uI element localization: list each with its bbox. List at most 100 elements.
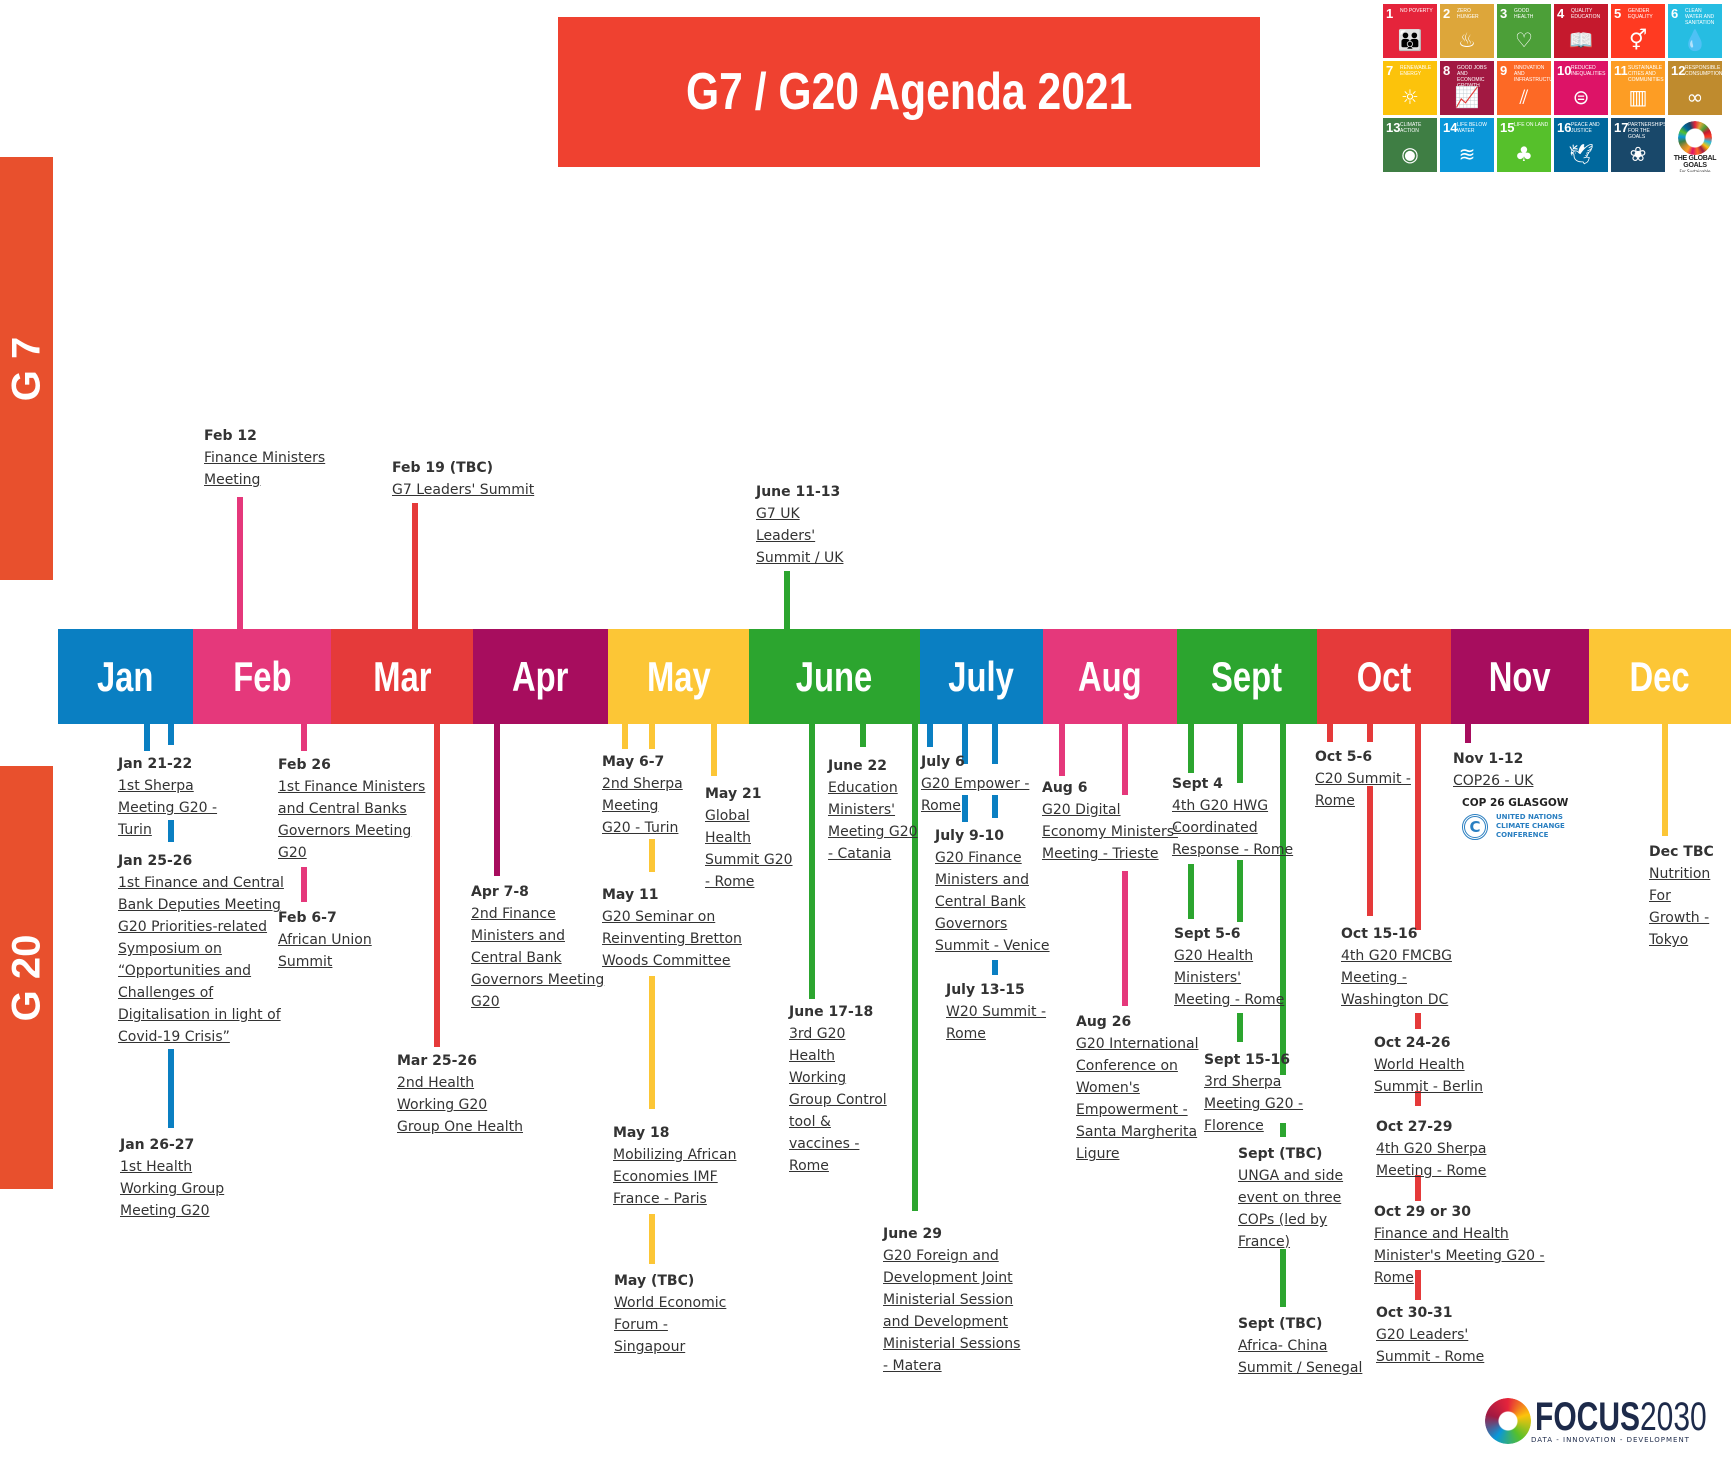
- event-title-link[interactable]: Working G20: [397, 1097, 488, 1113]
- event-title-link[interactable]: Florence: [1204, 1118, 1264, 1134]
- event-title-link[interactable]: Group One Health: [397, 1119, 523, 1135]
- event-title-link[interactable]: Santa Margherita: [1076, 1124, 1198, 1140]
- event-title-link[interactable]: G20 Finance: [935, 850, 1022, 866]
- event-title-link[interactable]: W20 Summit -: [946, 1004, 1047, 1020]
- event-title-link[interactable]: World Health: [1374, 1057, 1465, 1073]
- event-title-link[interactable]: COP26 - UK: [1453, 773, 1534, 789]
- event-title-link[interactable]: 3rd Sherpa: [1204, 1074, 1282, 1090]
- event-title-link[interactable]: Singapour: [614, 1339, 686, 1355]
- event-title-link[interactable]: Meeting G20: [828, 824, 918, 840]
- event-title-link[interactable]: Ministers and: [935, 872, 1029, 888]
- event-title-link[interactable]: Group Control: [789, 1092, 887, 1108]
- event-title-link[interactable]: - Matera: [883, 1358, 942, 1374]
- event-title-link[interactable]: G20: [471, 994, 500, 1010]
- event-title-link[interactable]: 2nd Finance: [471, 906, 556, 922]
- event-title-link[interactable]: Ministers and: [471, 928, 565, 944]
- event-title-link[interactable]: Minister's Meeting G20 -: [1374, 1248, 1545, 1264]
- event-title-link[interactable]: Forum -: [614, 1317, 668, 1333]
- event-title-link[interactable]: Global: [705, 808, 750, 824]
- event-title-link[interactable]: Working: [789, 1070, 847, 1086]
- event-title-link[interactable]: Meeting G20: [120, 1203, 210, 1219]
- event-title-link[interactable]: Summit - Venice: [935, 938, 1050, 954]
- event-title-link[interactable]: Nutrition: [1649, 866, 1711, 882]
- event-title-link[interactable]: Summit - Rome: [1376, 1349, 1485, 1365]
- event-title-link[interactable]: - Catania: [828, 846, 892, 862]
- event-title-link[interactable]: 1st Finance Ministers: [278, 779, 426, 795]
- event-title-link[interactable]: Meeting -: [1341, 970, 1407, 986]
- event-title-link[interactable]: 1st Finance and Central: [118, 875, 284, 891]
- event-title-link[interactable]: Summit - Berlin: [1374, 1079, 1483, 1095]
- event-title-link[interactable]: Rome: [921, 798, 961, 814]
- event-title-link[interactable]: Ministers': [828, 802, 896, 818]
- event-title-link[interactable]: G7 Leaders' Summit: [392, 482, 535, 498]
- event-title-link[interactable]: 1st Health: [120, 1159, 193, 1175]
- event-title-link[interactable]: Economies IMF: [613, 1169, 718, 1185]
- event-title-link[interactable]: Rome: [789, 1158, 829, 1174]
- event-title-link[interactable]: G20 International: [1076, 1036, 1199, 1052]
- event-title-link[interactable]: Leaders': [756, 528, 816, 544]
- event-title-link[interactable]: vaccines -: [789, 1136, 860, 1152]
- event-title-link[interactable]: Growth -: [1649, 910, 1710, 926]
- event-title-link[interactable]: Governors Meeting: [278, 823, 412, 839]
- event-title-link[interactable]: 2nd Health: [397, 1075, 475, 1091]
- event-title-link[interactable]: G7 UK: [756, 506, 800, 522]
- event-title-link[interactable]: Bank Deputies Meeting: [118, 897, 281, 913]
- event-title-link[interactable]: event on three: [1238, 1190, 1342, 1206]
- event-title-link[interactable]: Finance Ministers: [204, 450, 326, 466]
- event-title-link[interactable]: Challenges of: [118, 985, 214, 1001]
- event-title-link[interactable]: - Rome: [705, 874, 755, 890]
- event-title-link[interactable]: 3rd G20: [789, 1026, 846, 1042]
- event-title-link[interactable]: 4th G20 Sherpa: [1376, 1141, 1487, 1157]
- event-title-link[interactable]: Ministers': [1174, 970, 1242, 986]
- event-title-link[interactable]: Development Joint: [883, 1270, 1013, 1286]
- event-title-link[interactable]: Finance and Health: [1374, 1226, 1509, 1242]
- event-title-link[interactable]: Ministerial Session: [883, 1292, 1014, 1308]
- event-title-link[interactable]: and Central Banks: [278, 801, 407, 817]
- event-title-link[interactable]: France - Paris: [613, 1191, 707, 1207]
- event-title-link[interactable]: Women's: [1076, 1080, 1140, 1096]
- event-title-link[interactable]: G20 Foreign and: [883, 1248, 999, 1264]
- event-title-link[interactable]: Ministerial Sessions: [883, 1336, 1021, 1352]
- event-title-link[interactable]: G20 Seminar on: [602, 909, 716, 925]
- event-title-link[interactable]: Central Bank: [935, 894, 1026, 910]
- event-title-link[interactable]: Meeting G20 -: [1204, 1096, 1304, 1112]
- event-title-link[interactable]: G20 - Turin: [602, 820, 679, 836]
- event-title-link[interactable]: Health: [789, 1048, 835, 1064]
- event-title-link[interactable]: France): [1238, 1234, 1291, 1250]
- event-title-link[interactable]: Rome: [1315, 793, 1355, 809]
- event-title-link[interactable]: African Union: [278, 932, 372, 948]
- event-title-link[interactable]: Summit / Senegal: [1238, 1360, 1363, 1376]
- event-title-link[interactable]: Economy Ministers': [1042, 824, 1178, 840]
- event-title-link[interactable]: Symposium on: [118, 941, 222, 957]
- event-title-link[interactable]: “Opportunities and: [118, 963, 252, 979]
- event-title-link[interactable]: Rome: [946, 1026, 986, 1042]
- event-title-link[interactable]: G20 Empower -: [921, 776, 1030, 792]
- event-title-link[interactable]: Africa- China: [1238, 1338, 1328, 1354]
- event-title-link[interactable]: Meeting: [602, 798, 659, 814]
- event-title-link[interactable]: Empowerment -: [1076, 1102, 1188, 1118]
- event-title-link[interactable]: 4th G20 FMCBG: [1341, 948, 1452, 964]
- event-title-link[interactable]: Summit: [278, 954, 333, 970]
- event-title-link[interactable]: G20 Digital: [1042, 802, 1121, 818]
- event-title-link[interactable]: G20 Leaders': [1376, 1327, 1469, 1343]
- event-title-link[interactable]: Meeting: [204, 472, 261, 488]
- event-title-link[interactable]: Washington DC: [1341, 992, 1449, 1008]
- event-title-link[interactable]: Education: [828, 780, 898, 796]
- event-title-link[interactable]: UNGA and side: [1238, 1168, 1344, 1184]
- event-title-link[interactable]: Digitalisation in light of: [118, 1007, 281, 1023]
- event-title-link[interactable]: COPs (led by: [1238, 1212, 1328, 1228]
- event-title-link[interactable]: Ligure: [1076, 1146, 1120, 1162]
- event-title-link[interactable]: Mobilizing African: [613, 1147, 737, 1163]
- event-title-link[interactable]: tool &: [789, 1114, 831, 1130]
- event-title-link[interactable]: 2nd Sherpa: [602, 776, 683, 792]
- event-title-link[interactable]: Turin: [118, 822, 152, 838]
- event-title-link[interactable]: For: [1649, 888, 1671, 904]
- event-title-link[interactable]: C20 Summit -: [1315, 771, 1411, 787]
- event-title-link[interactable]: Meeting G20 -: [118, 800, 218, 816]
- event-title-link[interactable]: G20: [278, 845, 307, 861]
- event-title-link[interactable]: Meeting - Trieste: [1042, 846, 1159, 862]
- event-title-link[interactable]: Rome: [1374, 1270, 1414, 1286]
- event-title-link[interactable]: Meeting - Rome: [1376, 1163, 1487, 1179]
- event-title-link[interactable]: Reinventing Bretton: [602, 931, 742, 947]
- event-title-link[interactable]: Governors: [935, 916, 1008, 932]
